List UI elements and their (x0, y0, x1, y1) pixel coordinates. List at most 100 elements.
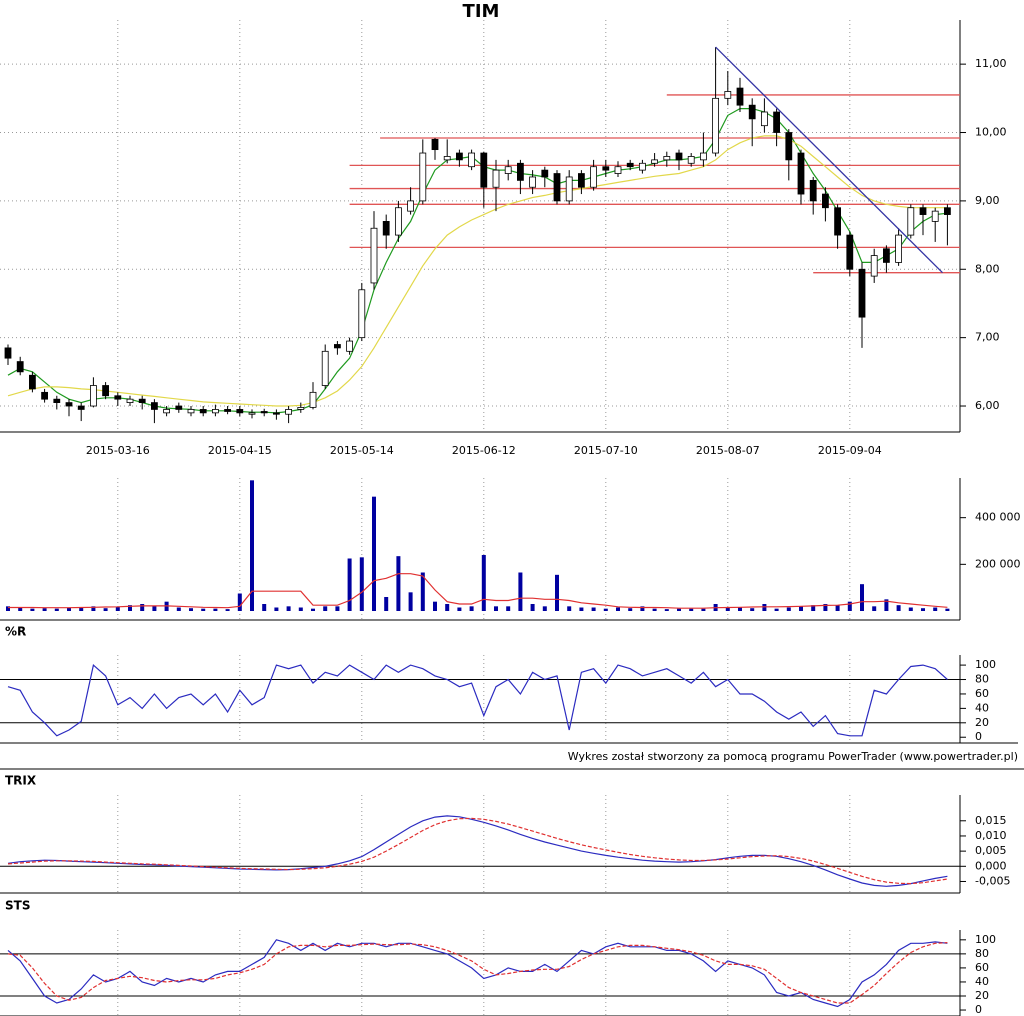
y-tick-label: 400 000 (975, 511, 1021, 524)
volume-bar (579, 607, 584, 611)
candle-body (834, 207, 841, 236)
candle-body (90, 385, 97, 407)
trend-line (715, 46, 943, 274)
volume-bar (567, 606, 572, 611)
candle-body (626, 162, 634, 168)
volume-bar (664, 609, 669, 611)
candle-body (663, 156, 671, 161)
x-tick-label: 2015-03-16 (86, 444, 150, 457)
candle-body (687, 156, 695, 164)
y-tick-label: 0,005 (975, 844, 1007, 857)
volume-bar (152, 606, 157, 611)
volume-bar (762, 604, 767, 611)
candle-body (578, 173, 585, 188)
candle-body (553, 173, 561, 202)
volume-bar (542, 606, 547, 611)
candle-body (773, 111, 780, 133)
volume-bar (359, 557, 364, 611)
volume-bar (860, 584, 864, 611)
volume-bar (591, 607, 596, 611)
candle-body (321, 350, 329, 386)
y-tick-label: -0,005 (975, 874, 1010, 887)
candle-body (163, 409, 171, 414)
x-tick-label: 2015-06-12 (452, 444, 516, 457)
y-tick-label: 0 (975, 1003, 982, 1016)
chart-title: TIM (463, 1, 500, 22)
candle-body (272, 412, 280, 415)
candle-body (639, 162, 646, 171)
y-tick-label: 11,00 (975, 57, 1007, 70)
candle-body (28, 374, 36, 390)
panel-title: %R (5, 625, 26, 639)
candle-body (480, 152, 488, 188)
volume-bar (323, 606, 328, 611)
volume-bar (530, 604, 535, 611)
candle-body (407, 200, 415, 212)
y-tick-label: 80 (975, 673, 989, 686)
candle-body (565, 176, 573, 202)
volume-bar (799, 606, 803, 611)
candle-body (419, 152, 427, 202)
candle-body (333, 344, 341, 349)
y-tick-label: 60 (975, 687, 989, 700)
x-tick-label: 2015-07-10 (574, 444, 638, 457)
volume-bar (420, 572, 425, 611)
candle-body (41, 391, 48, 400)
volume-bar (494, 606, 498, 611)
candle-body (590, 166, 597, 188)
volume-bar (311, 608, 315, 611)
candle-body (370, 227, 378, 284)
volume-bar (640, 606, 645, 611)
candle-body (712, 97, 719, 154)
candle-body (846, 234, 854, 270)
volume-bar (79, 607, 84, 611)
candle-body (736, 87, 744, 106)
volume-bar (506, 606, 511, 611)
volume-bar (176, 607, 181, 611)
volume-bar (725, 607, 730, 611)
y-tick-label: 20 (975, 716, 989, 729)
y-tick-label: 100 (975, 658, 996, 671)
candle-body (602, 166, 610, 171)
volume-bar (628, 608, 633, 611)
volume-bar (91, 606, 96, 611)
candle-body (102, 385, 109, 397)
candle-body (858, 268, 866, 318)
indicator-line (7, 663, 948, 737)
indicator-line (7, 942, 948, 1004)
volume-bar (908, 607, 913, 611)
candle-body (895, 234, 902, 263)
candle-body (4, 347, 12, 359)
volume-bar (823, 604, 828, 611)
candle-body (504, 166, 512, 174)
candle-body (150, 402, 158, 410)
candle-body (870, 255, 878, 277)
volume-bar (262, 604, 267, 611)
volume-bar (201, 608, 206, 611)
y-tick-label: 0,000 (975, 859, 1007, 872)
volume-bar (30, 608, 35, 611)
candle-body (309, 391, 317, 408)
volume-bar (884, 599, 889, 611)
volume-bar (481, 555, 486, 611)
candle-body (138, 398, 146, 403)
volume-bar (189, 608, 193, 611)
volume-bar (250, 480, 254, 611)
volume-bar (933, 607, 938, 611)
candle-body (468, 152, 476, 168)
candle-body (675, 152, 683, 161)
candle-body (358, 289, 366, 339)
volume-bar (54, 608, 59, 611)
y-tick-label: 80 (975, 947, 989, 960)
candle-body (260, 411, 268, 414)
candle-body (187, 409, 195, 414)
y-tick-label: 100 (975, 933, 996, 946)
volume-bar (115, 606, 120, 611)
candle-body (822, 193, 829, 209)
volume-bar (237, 593, 242, 611)
x-tick-label: 2015-08-07 (696, 444, 760, 457)
indicator-line (7, 817, 948, 885)
volume-bar (396, 556, 401, 611)
